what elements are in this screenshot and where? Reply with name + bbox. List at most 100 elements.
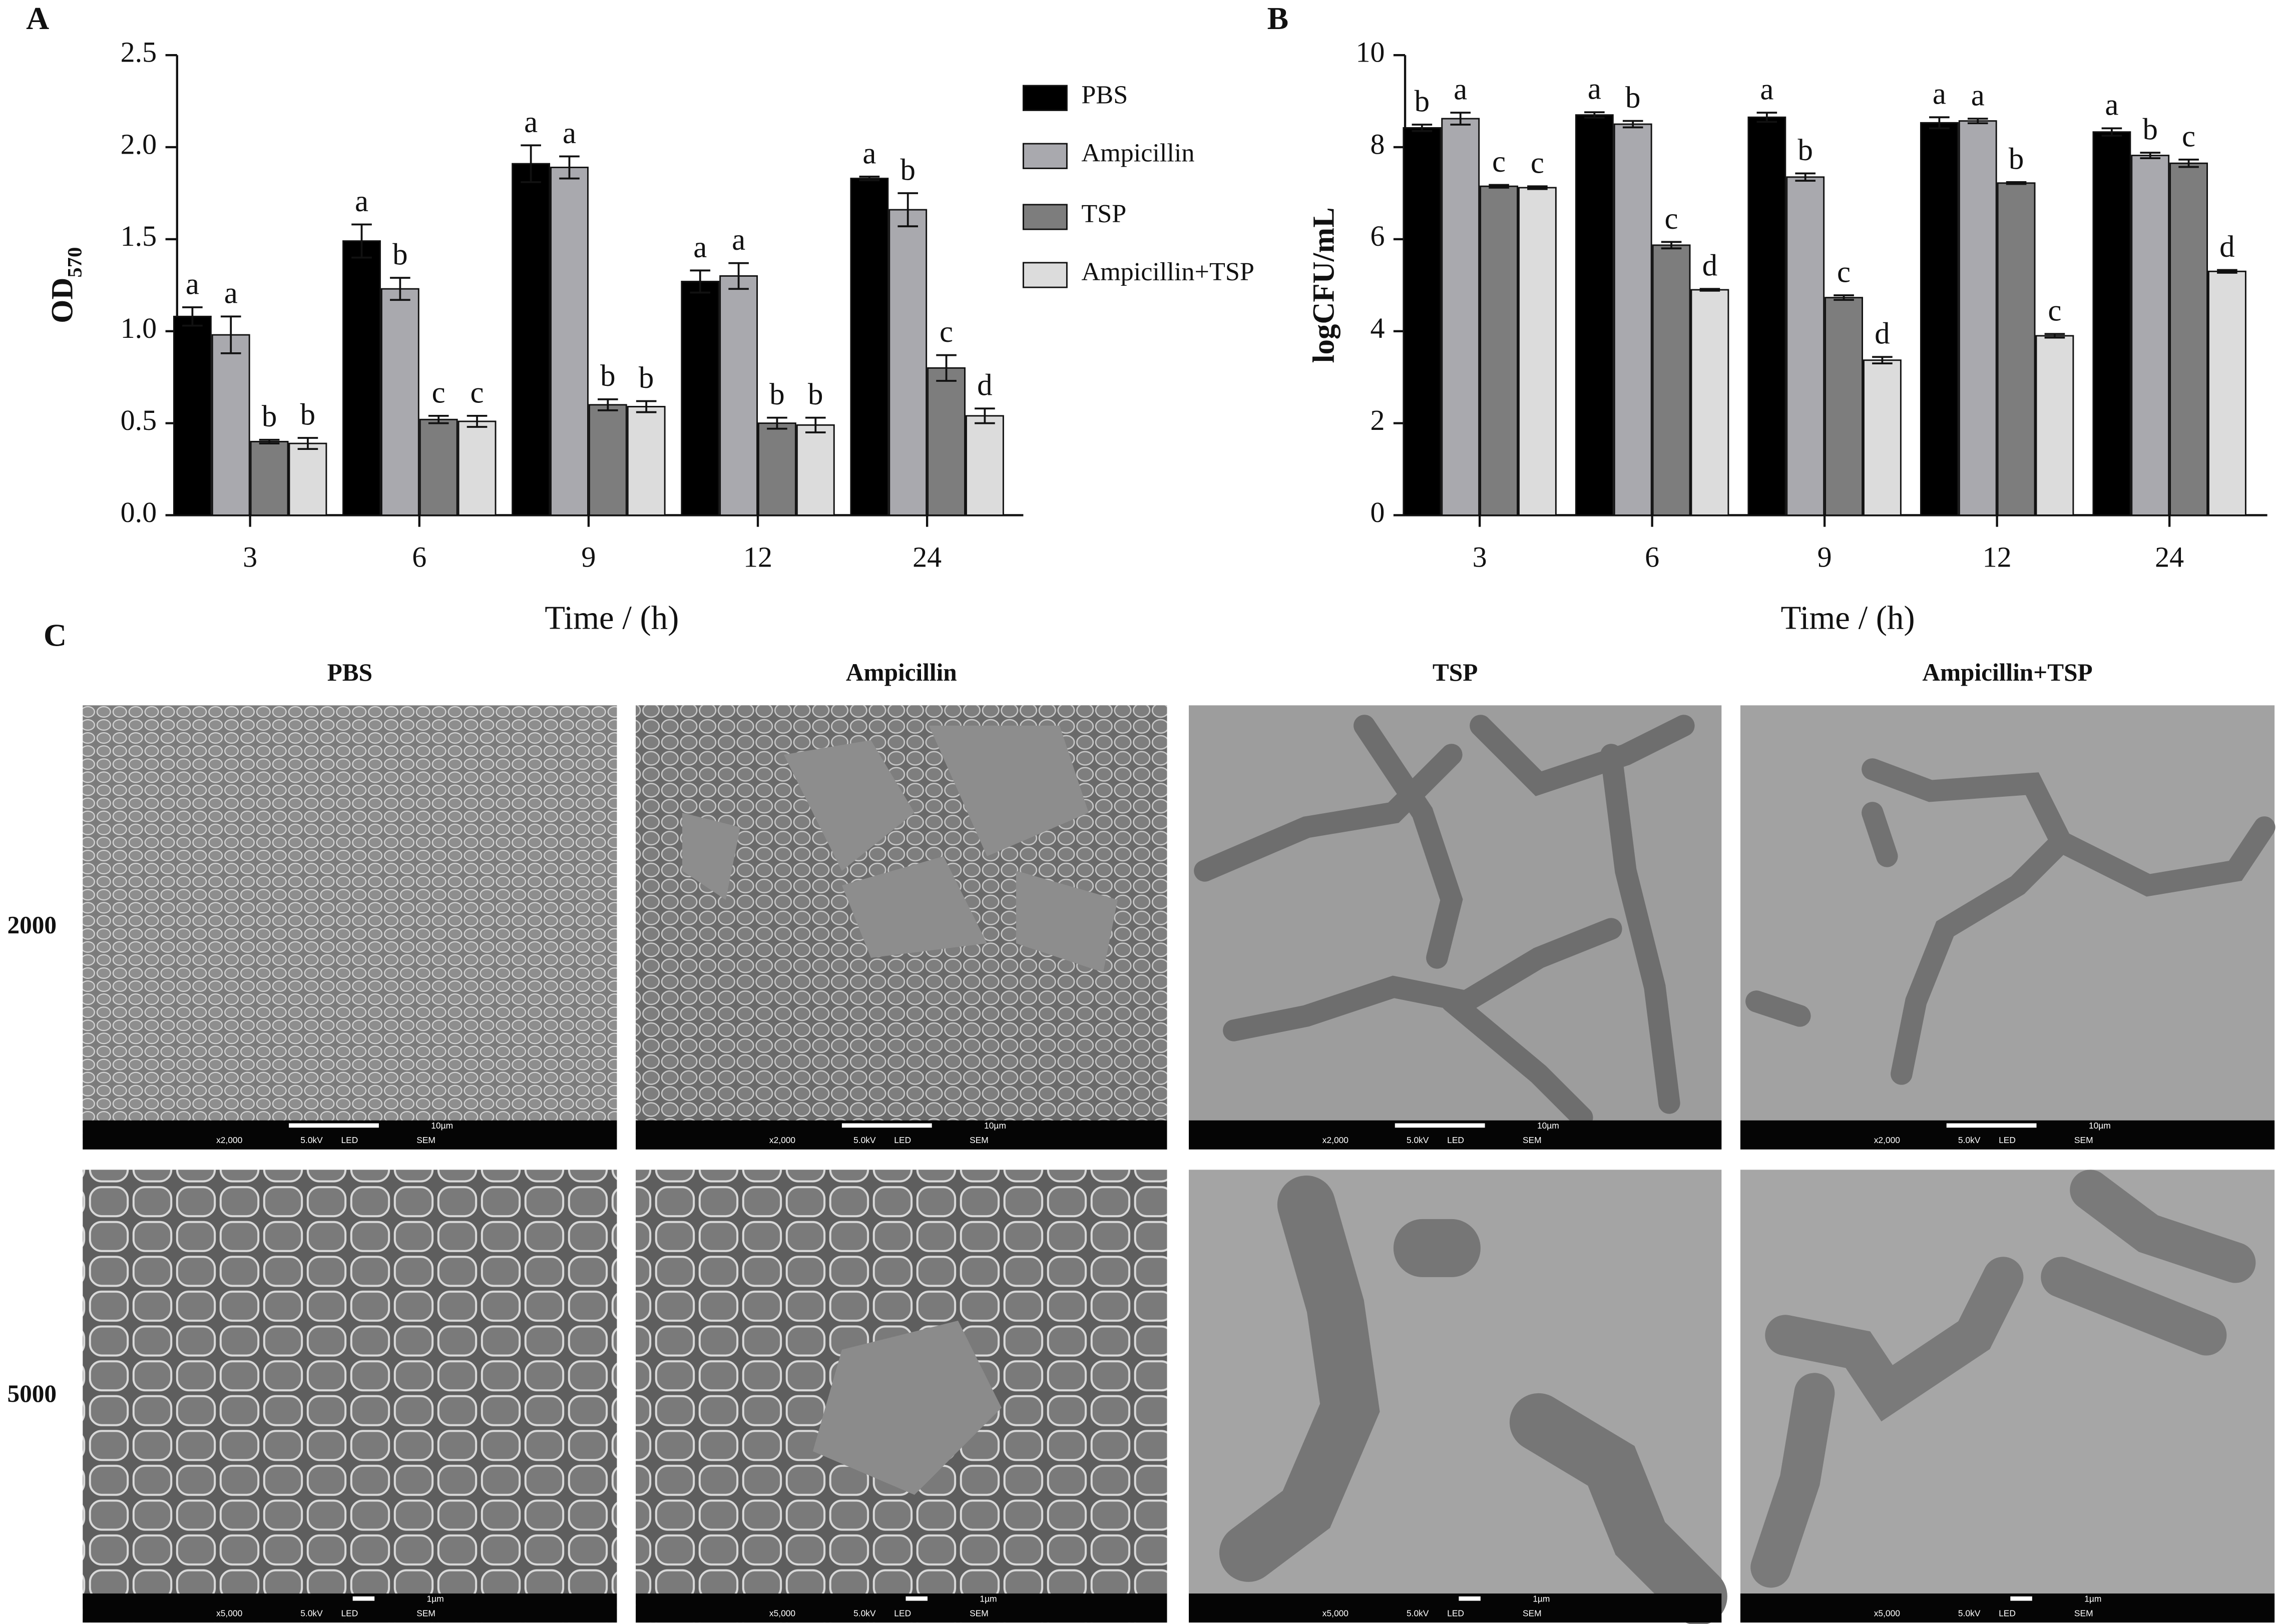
significance-letter: c (471, 376, 484, 409)
scale-strip (1188, 1593, 1722, 1623)
error-bar (2101, 127, 2122, 137)
significance-letter: b (262, 400, 277, 433)
sem-image (83, 1170, 617, 1623)
legend-swatch (1022, 204, 1068, 230)
error-bar (2006, 181, 2027, 185)
sem-image (1740, 705, 2275, 1150)
significance-letter: d (977, 369, 992, 402)
bar (2169, 162, 2208, 516)
scale-text: 1µm (980, 1593, 997, 1603)
y-tick-label: 2.5 (121, 36, 157, 69)
error-bar (859, 176, 880, 182)
error-bar (936, 354, 957, 382)
bar (2092, 131, 2131, 516)
significance-letter: a (693, 231, 707, 264)
scale-text: SEM (1523, 1135, 1542, 1145)
bar (1575, 114, 1614, 516)
error-bar (1412, 124, 1433, 132)
significance-letter: a (1971, 79, 1985, 112)
bar (927, 367, 966, 516)
scale-text: x5,000 (216, 1608, 242, 1618)
significance-letter: a (355, 185, 368, 218)
column-title: TSP (1433, 659, 1478, 686)
scale-text: x2,000 (1322, 1135, 1348, 1145)
legend-swatch (1022, 85, 1068, 111)
sem-image-cells (636, 1170, 1167, 1623)
error-bar (521, 144, 541, 183)
scale-text: LED (1999, 1608, 2016, 1618)
error-bar (351, 223, 372, 259)
legend-swatch (1022, 143, 1068, 169)
scale-text: 5.0kV (300, 1135, 323, 1145)
scale-text: LED (894, 1608, 911, 1618)
error-bar (598, 398, 618, 411)
significance-letter: d (2219, 230, 2234, 264)
bar (2035, 335, 2074, 516)
scale-text: 10µm (2089, 1121, 2111, 1131)
scale-text: 5.0kV (1407, 1608, 1429, 1618)
scale-text: LED (1447, 1608, 1464, 1618)
error-bar (1756, 112, 1777, 123)
y-tick-label: 8 (1370, 128, 1385, 160)
x-tick-label: 24 (913, 541, 942, 574)
row-label: 2000 (8, 911, 57, 938)
significance-letter: c (2182, 120, 2195, 153)
error-bar (297, 437, 318, 450)
scale-text: 1µm (427, 1593, 444, 1603)
significance-letter: c (1665, 202, 1678, 236)
scale-text: 10µm (984, 1121, 1006, 1131)
scale-text: 5.0kV (1958, 1135, 1981, 1145)
scale-text: 5.0kV (300, 1608, 323, 1618)
sem-image-cells (636, 705, 1167, 1150)
sem-image-cells (1194, 715, 1695, 1129)
scale-text: LED (341, 1608, 358, 1618)
error-bar (467, 415, 488, 428)
scale-bar (1946, 1123, 2037, 1128)
bar (758, 422, 796, 516)
x-tick-label: 12 (1983, 541, 2012, 574)
bar (1613, 123, 1652, 516)
error-bar (1929, 116, 1950, 130)
significance-letter: a (186, 267, 199, 301)
significance-letter: b (1415, 85, 1430, 118)
bar (719, 275, 758, 516)
significance-letter: b (1797, 134, 1812, 167)
error-bar (2178, 159, 2199, 168)
column-title: PBS (327, 659, 372, 686)
scale-text: SEM (970, 1608, 989, 1618)
significance-letter: c (432, 376, 445, 409)
x-axis-label: Time / (h) (545, 600, 679, 636)
sem-image-cells (1750, 1170, 2256, 1588)
significance-letter: b (392, 238, 407, 272)
bar (250, 440, 289, 516)
x-tick-label: 24 (2155, 541, 2184, 574)
bar (1863, 359, 1902, 516)
panel-label: B (1267, 1, 1289, 36)
scale-strip (1740, 1593, 2275, 1623)
scale-text: 1µm (1533, 1593, 1550, 1603)
bar (173, 315, 212, 516)
scale-text: LED (1447, 1135, 1464, 1145)
scale-text: SEM (2074, 1608, 2093, 1618)
error-bar (1661, 241, 1682, 250)
error-bar (259, 438, 280, 444)
bar (419, 418, 458, 516)
error-bar (1834, 294, 1854, 301)
sem-image-cells (1745, 758, 2275, 1085)
x-axis-label: Time / (h) (1781, 600, 1915, 636)
bar (458, 420, 497, 516)
y-tick-label: 0 (1370, 496, 1385, 528)
error-bar (1795, 172, 1816, 182)
error-bar (428, 415, 449, 424)
scale-text: SEM (416, 1135, 435, 1145)
error-bar (1527, 185, 1548, 190)
panel-label: C (44, 618, 67, 653)
x-tick-label: 6 (1645, 541, 1659, 574)
bar (380, 288, 419, 516)
scale-text: x5,000 (1874, 1608, 1900, 1618)
y-tick-label: 0.5 (121, 404, 157, 436)
bar (1441, 118, 1480, 516)
